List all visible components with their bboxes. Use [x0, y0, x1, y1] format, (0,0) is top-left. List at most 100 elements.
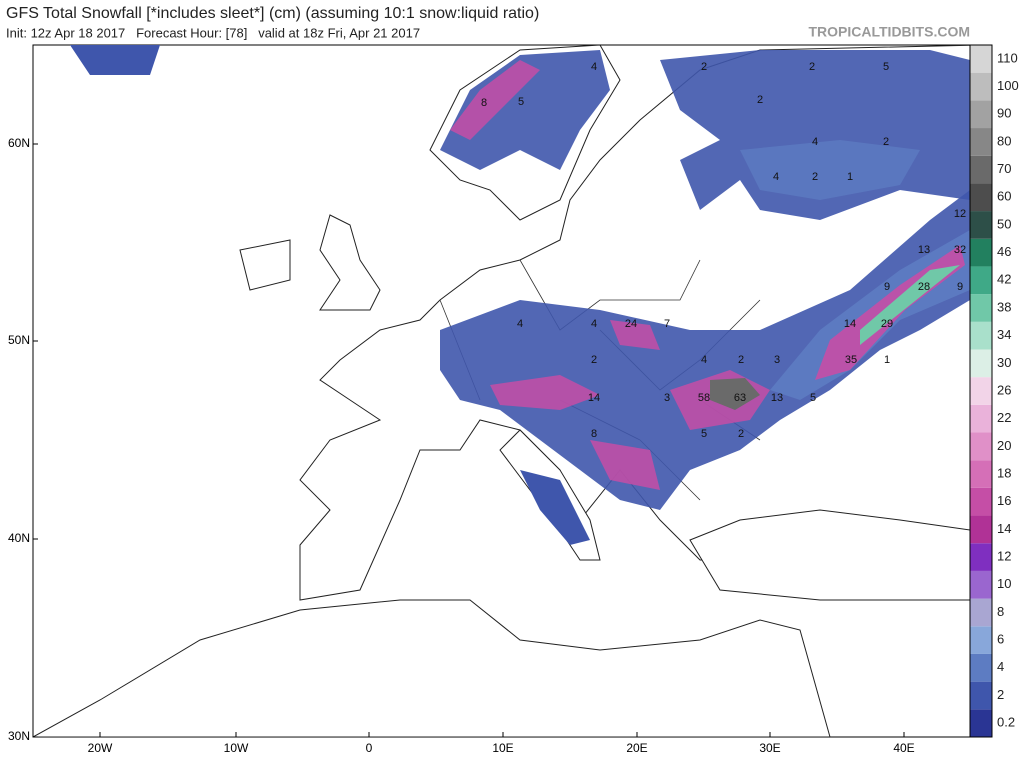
coastline-britain	[319, 214, 381, 311]
snow-area	[710, 378, 760, 410]
snow-amount: 24	[625, 318, 637, 330]
snow-amount: 35	[845, 354, 857, 366]
lon-label: 10W	[224, 741, 249, 755]
snow-amount: 63	[734, 392, 746, 404]
colorbar-label: 42	[997, 272, 1011, 287]
snow-amount: 14	[588, 392, 600, 404]
snow-amount: 2	[738, 428, 744, 440]
colorbar-swatch	[970, 238, 992, 267]
colorbar-label: 22	[997, 410, 1011, 425]
snow-amount: 2	[812, 171, 818, 183]
lon-label: 0	[366, 741, 373, 755]
snow-amount: 8	[591, 428, 597, 440]
snow-area	[860, 265, 960, 345]
snow-amount: 8	[481, 97, 487, 109]
subtitle: Init: 12z Apr 18 2017 Forecast Hour: [78…	[6, 25, 420, 40]
colorbar-swatch	[970, 709, 992, 737]
colorbar-swatch	[970, 45, 992, 73]
axes: 60N 50N 40N 30N 20W 10W 0 10E 20E 30E 40E	[8, 136, 915, 755]
lat-label: 50N	[8, 333, 30, 347]
snow-amount: 14	[844, 318, 856, 330]
colorbar-label: 0.2	[997, 715, 1015, 730]
snow-amount: 1	[884, 354, 890, 366]
colorbar-swatch	[970, 155, 992, 184]
snow-amount: 7	[664, 318, 670, 330]
snow-amount: 2	[757, 94, 763, 106]
colorbar-swatch	[970, 598, 992, 627]
snow-area	[740, 140, 920, 200]
snow-amount: 4	[773, 171, 779, 183]
colorbar-swatch	[970, 487, 992, 516]
colorbar-swatch	[970, 653, 992, 682]
coastline-africa	[33, 599, 831, 737]
snow-amount: 28	[918, 281, 930, 293]
colorbar-label: 38	[997, 299, 1011, 314]
snow-amount: 5	[883, 61, 889, 73]
snow-amount: 9	[957, 281, 963, 293]
lon-label: 20E	[626, 741, 647, 755]
lon-label: 40E	[893, 741, 914, 755]
snow-amount: 58	[698, 392, 710, 404]
colorbar-swatch	[970, 515, 992, 544]
snow-area	[440, 190, 970, 510]
snow-amount: 3	[774, 354, 780, 366]
colorbar-label: 80	[997, 133, 1011, 148]
lat-label: 40N	[8, 531, 30, 545]
snow-amount: 32	[954, 244, 966, 256]
colorbar-swatch	[970, 626, 992, 654]
colorbar-swatch	[970, 100, 992, 129]
colorbar-swatch	[970, 72, 992, 101]
colorbar-label: 12	[997, 549, 1011, 564]
colorbar-label: 18	[997, 465, 1011, 480]
coastline-turkey	[689, 509, 970, 601]
snow-area	[70, 45, 590, 545]
colorbar-swatch	[970, 294, 992, 322]
snow-amount: 2	[701, 61, 707, 73]
snow-amount: 13	[771, 392, 783, 404]
colorbar-label: 100	[997, 78, 1019, 93]
snow-amount: 4	[591, 61, 597, 73]
snow-amount: 2	[809, 61, 815, 73]
colorbar-swatch	[970, 543, 992, 571]
snow-amount: 2	[883, 136, 889, 148]
colorbar-swatch	[970, 321, 992, 350]
snow-amount: 4	[701, 354, 707, 366]
snow-amount: 13	[918, 244, 930, 256]
colorbar-label: 46	[997, 244, 1011, 259]
snow-amount: 1	[847, 171, 853, 183]
snow-amount: 12	[954, 208, 966, 220]
snow-amount: 5	[701, 428, 707, 440]
colorbar-label: 6	[997, 632, 1004, 647]
colorbar-swatch	[970, 432, 992, 461]
colorbar-swatch	[970, 681, 992, 710]
coastline-ireland	[239, 239, 291, 291]
colorbar-label: 110	[997, 50, 1018, 65]
colorbar-swatch	[970, 266, 992, 295]
colorbar-swatch	[970, 460, 992, 488]
snow-amount: 29	[881, 318, 893, 330]
colorbar-frame	[969, 44, 993, 738]
colorbar-label: 10	[997, 576, 1011, 591]
snow-amount: 4	[517, 318, 523, 330]
colorbar-label: 20	[997, 438, 1011, 453]
snow-amount: 4	[591, 318, 597, 330]
colorbar-swatch	[970, 570, 992, 599]
snow-amount: 9	[884, 281, 890, 293]
snow-amount: 5	[518, 96, 524, 108]
colorbar-swatch	[970, 183, 992, 212]
colorbar-swatch	[970, 377, 992, 405]
colorbar-swatch	[970, 349, 992, 378]
snow-amount: 2	[738, 354, 744, 366]
colorbar-label: 4	[997, 659, 1004, 674]
colorbar-swatch	[970, 211, 992, 239]
lon-label: 30E	[759, 741, 780, 755]
colorbar-label: 14	[997, 521, 1011, 536]
colorbar-label: 8	[997, 604, 1004, 619]
title: GFS Total Snowfall [*includes sleet*] (c…	[6, 5, 539, 22]
snow-amount: 2	[591, 354, 597, 366]
snow-area	[440, 50, 610, 170]
snow-amount: 3	[664, 392, 670, 404]
